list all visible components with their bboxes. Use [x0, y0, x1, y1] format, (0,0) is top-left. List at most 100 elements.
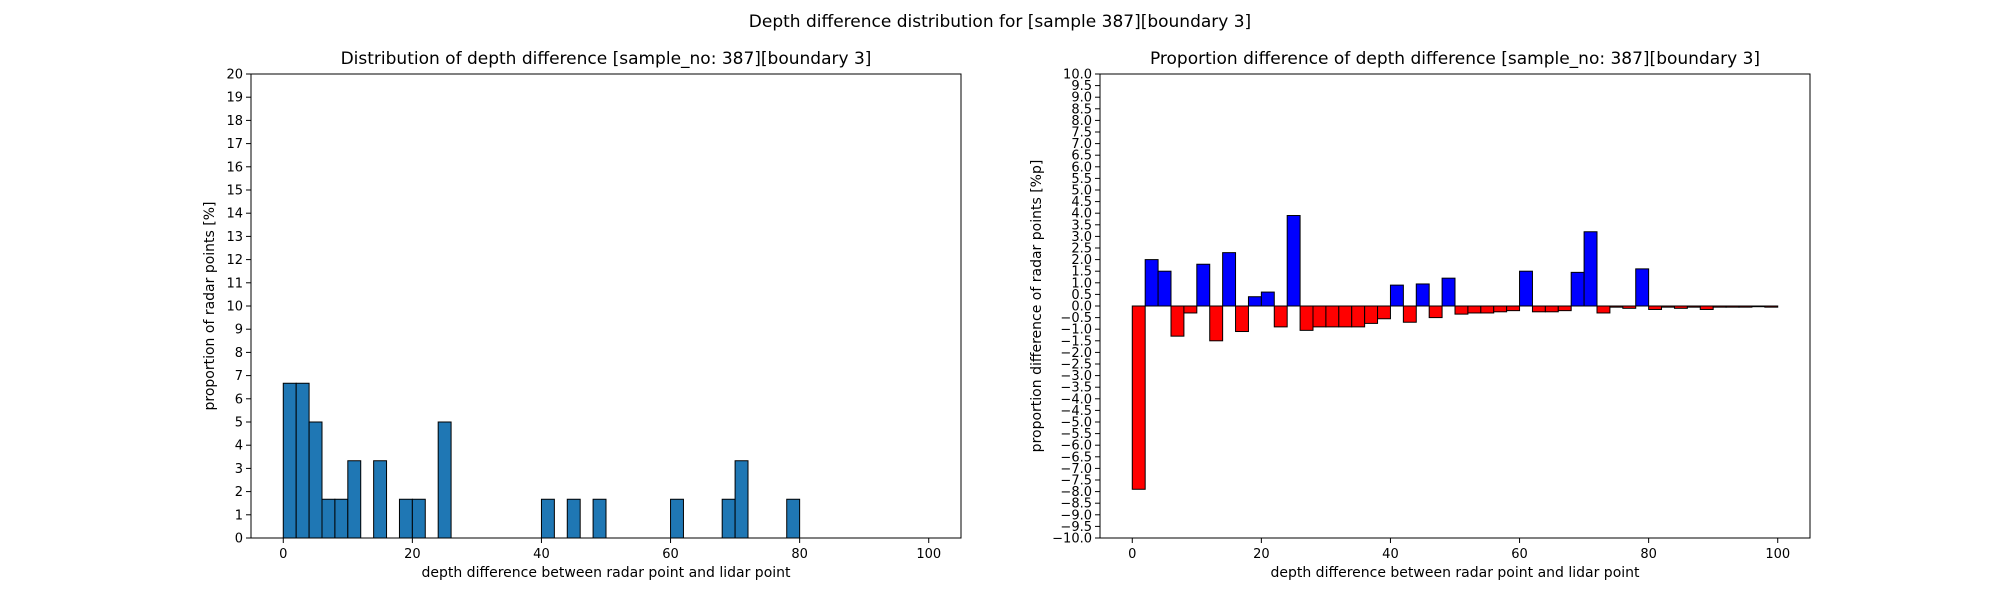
left-y-tick-label: 7 — [235, 369, 243, 384]
right-bar — [1325, 305, 1340, 328]
left-y-tick-label: 0 — [235, 532, 243, 547]
right-y-tick-label: 2.5 — [1071, 242, 1092, 257]
right-bar — [1764, 305, 1779, 308]
right-y-tick-label: 9.0 — [1071, 91, 1092, 106]
right-bar — [1570, 271, 1585, 307]
right-x-tick-label: 0 — [1128, 547, 1136, 562]
right-y-tick-label: −8.0 — [1060, 485, 1092, 500]
right-y-tick-label: −4.5 — [1060, 404, 1092, 419]
left-y-tick-label: 16 — [226, 160, 243, 175]
left-y-tick-label: 8 — [235, 346, 243, 361]
right-x-axis-label: depth difference between radar point and… — [1270, 565, 1640, 581]
left-y-tick-label: 5 — [235, 416, 243, 431]
left-bar — [734, 460, 749, 539]
left-y-tick-label: 9 — [235, 323, 243, 338]
right-bar — [1222, 252, 1237, 307]
right-bar — [1557, 305, 1572, 312]
left-x-tick-label: 80 — [791, 547, 808, 562]
left-bar — [321, 498, 336, 539]
left-bar — [295, 382, 310, 539]
right-panel-title: Proportion difference of depth differenc… — [1150, 49, 1760, 69]
left-panel-title: Distribution of depth difference [sample… — [341, 49, 872, 69]
right-bars — [1131, 215, 1779, 490]
left-y-tick-label: 17 — [226, 137, 243, 152]
right-y-tick-label: −1.5 — [1060, 334, 1092, 349]
right-bar — [1661, 305, 1675, 308]
right-bar — [1648, 305, 1663, 310]
left-bars — [282, 382, 801, 539]
right-bar — [1183, 305, 1198, 314]
right-y-tick-label: −1.0 — [1060, 323, 1092, 338]
left-bar — [437, 421, 452, 539]
left-bar — [411, 498, 426, 539]
left-y-tick-label: 12 — [226, 253, 243, 268]
right-y-tick-label: −2.5 — [1060, 358, 1092, 373]
left-y-tick-label: 10 — [226, 300, 243, 315]
right-x-tick-label: 20 — [1253, 547, 1270, 562]
right-bar — [1144, 259, 1159, 307]
right-y-axis-label: proportion difference of radar points [%… — [1029, 160, 1045, 453]
left-y-tick-label: 20 — [226, 68, 243, 83]
right-bar — [1544, 305, 1559, 313]
left-y-tick-label: 15 — [226, 184, 243, 199]
left-x-tick-label: 40 — [533, 547, 550, 562]
right-y-tick-label: −8.5 — [1060, 497, 1092, 512]
right-bar — [1751, 305, 1766, 308]
left-y-tick-label: 2 — [235, 485, 243, 500]
left-plot-frame — [250, 73, 962, 539]
left-panel: Distribution of depth difference [sample… — [202, 49, 962, 581]
right-bar — [1260, 291, 1275, 307]
left-y-tick-label: 19 — [226, 91, 243, 106]
right-x-tick-label: 80 — [1640, 547, 1657, 562]
figure-title: Depth difference distribution for [sampl… — [749, 12, 1251, 32]
right-y-tick-label: 0.5 — [1071, 288, 1092, 303]
left-bar — [566, 498, 581, 539]
right-bar — [1415, 283, 1430, 307]
left-x-tick-label: 0 — [279, 547, 287, 562]
right-bar — [1635, 268, 1650, 307]
left-y-tick-label: 3 — [235, 462, 243, 477]
right-bar — [1428, 305, 1443, 319]
right-y-tick-label: −9.0 — [1060, 508, 1092, 523]
right-x-tick-label: 40 — [1382, 547, 1399, 562]
right-y-tick-label: −2.0 — [1060, 346, 1092, 361]
right-bar — [1157, 270, 1172, 307]
right-bar — [1583, 231, 1598, 307]
left-y-tick-label: 1 — [235, 508, 243, 523]
left-bar — [786, 498, 801, 539]
left-y-axis-label: proportion of radar points [%] — [202, 201, 218, 410]
right-y-tick-label: 3.5 — [1071, 218, 1092, 233]
right-bar — [1441, 277, 1456, 307]
right-bar — [1699, 305, 1714, 310]
right-y-tick-label: 0.0 — [1071, 300, 1092, 315]
right-y-tick-label: 2.0 — [1071, 253, 1092, 268]
right-bar — [1196, 263, 1211, 307]
right-bar — [1209, 305, 1224, 342]
right-y-tick-label: −9.5 — [1060, 520, 1092, 535]
right-y-tick-label: 5.5 — [1071, 172, 1092, 187]
right-y-tick-label: −3.0 — [1060, 369, 1092, 384]
right-y-tick-label: 8.0 — [1071, 114, 1092, 129]
right-y-tick-label: 7.0 — [1071, 137, 1092, 152]
right-bar — [1622, 305, 1637, 309]
right-bar — [1299, 305, 1314, 331]
right-bar — [1673, 305, 1688, 309]
left-y-tick-label: 18 — [226, 114, 243, 129]
right-y-tick-label: 8.5 — [1071, 102, 1092, 117]
right-bar — [1467, 305, 1482, 314]
right-bar — [1351, 305, 1366, 328]
left-x-tick-label: 100 — [916, 547, 941, 562]
right-bar — [1273, 305, 1288, 328]
right-bar — [1338, 305, 1353, 328]
right-y-tick-label: 6.0 — [1071, 160, 1092, 175]
right-bar — [1170, 305, 1185, 337]
right-bar — [1609, 305, 1624, 308]
right-bar — [1480, 305, 1495, 314]
right-y-tick-label: 3.0 — [1071, 230, 1092, 245]
right-y-tick-label: −6.0 — [1060, 439, 1092, 454]
left-bar — [398, 498, 413, 539]
left-x-tick-label: 60 — [662, 547, 679, 562]
right-y-tick-label: −5.0 — [1060, 416, 1092, 431]
left-bar — [721, 498, 736, 539]
